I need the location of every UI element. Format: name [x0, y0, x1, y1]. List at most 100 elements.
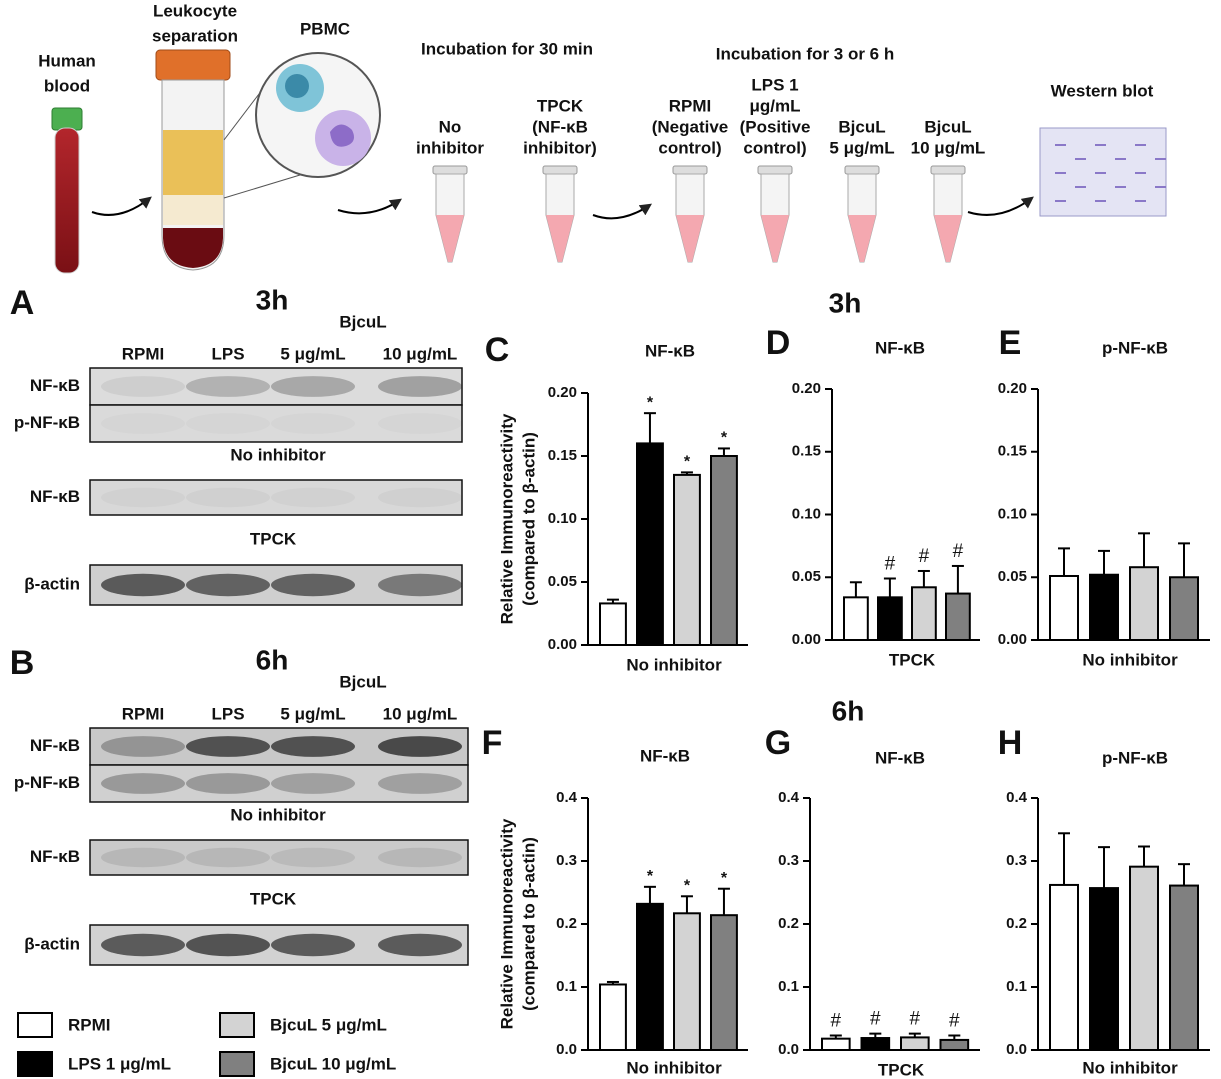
blot-band — [378, 573, 462, 597]
section-label: 3h — [829, 287, 862, 318]
significance-mark: # — [919, 546, 930, 567]
chart-title: p-NF-κB — [1102, 338, 1168, 357]
caption: TPCK — [250, 529, 297, 548]
arrow — [337, 198, 402, 215]
tube-liquid — [436, 215, 464, 262]
row-label: NF-κB — [30, 736, 80, 755]
blot-band — [186, 933, 270, 957]
blot-band — [378, 487, 462, 508]
blot-band — [186, 847, 270, 868]
y-tick-label: 0.00 — [792, 631, 821, 648]
y-axis-label: Relative Immunoreactivity — [497, 818, 516, 1029]
y-tick-label: 0.20 — [998, 380, 1027, 397]
bar — [877, 596, 903, 642]
row-label: NF-κB — [30, 376, 80, 395]
blot-band — [186, 487, 270, 508]
legend-label: BjcuL 5 μg/mL — [270, 1015, 387, 1034]
tube-label: RPMI — [669, 96, 712, 115]
panel-letter: F — [482, 724, 503, 762]
legend-swatch — [219, 1012, 255, 1038]
section-label: 6h — [832, 695, 865, 726]
blot-band — [378, 413, 462, 434]
significance-mark: # — [949, 1011, 960, 1032]
blot-band — [271, 413, 355, 434]
plasma-layer — [163, 130, 223, 195]
schematic-art — [51, 49, 1167, 274]
phase-label: Incubation for 30 min — [421, 39, 593, 58]
significance-mark: * — [684, 877, 691, 894]
blot-box — [89, 404, 463, 443]
blot-band — [271, 487, 355, 508]
y-tick-label: 0.0 — [556, 1041, 577, 1058]
blot-band — [271, 773, 355, 794]
significance-mark: * — [647, 394, 654, 411]
significance-mark: # — [870, 1009, 881, 1030]
blot-band — [186, 376, 270, 397]
caption: No inhibitor — [230, 445, 326, 464]
chart-title: NF-κB — [640, 746, 690, 765]
tube-label: inhibitor) — [523, 138, 597, 157]
bar — [636, 442, 664, 646]
y-tick-label: 0.0 — [778, 1041, 799, 1058]
x-axis-label: No inhibitor — [626, 1058, 722, 1077]
y-tick-label: 0.4 — [1006, 789, 1028, 806]
legend-swatch — [219, 1051, 255, 1077]
tube-label: (Negative — [652, 117, 729, 136]
blot-band — [101, 736, 185, 757]
caption: No inhibitor — [230, 805, 326, 824]
y-tick-label: 0.2 — [778, 915, 799, 932]
blot-band — [271, 376, 355, 397]
bar — [945, 592, 971, 642]
bar — [821, 1037, 851, 1052]
y-axis-label: (compared to β-actin) — [519, 837, 538, 1011]
x-axis-label: No inhibitor — [1082, 1058, 1178, 1077]
tube-label: TPCK — [537, 96, 584, 115]
bar — [673, 912, 701, 1051]
blot-band — [271, 736, 355, 757]
y-tick-label: 0.10 — [792, 505, 821, 522]
blot-band — [271, 933, 355, 957]
bar — [1169, 576, 1199, 641]
group-label: BjcuL — [339, 672, 386, 691]
bar — [1089, 887, 1119, 1052]
tube-cap — [155, 49, 231, 81]
arrow — [967, 196, 1034, 216]
row-label: p-NF-κB — [14, 773, 80, 792]
y-tick-label: 0.05 — [548, 573, 577, 590]
row-label: β-actin — [24, 574, 80, 593]
tube-label: inhibitor — [416, 138, 484, 157]
panel-letter: H — [998, 724, 1023, 762]
tube-liquid — [761, 215, 789, 262]
y-tick-label: 0.05 — [792, 568, 821, 585]
blot-band — [186, 573, 270, 597]
column-label: LPS — [211, 704, 244, 723]
y-tick-label: 0.00 — [998, 631, 1027, 648]
step-label: PBMC — [300, 19, 350, 38]
significance-mark: # — [953, 541, 964, 562]
blot-band — [101, 773, 185, 794]
tube-label: 5 μg/mL — [829, 138, 894, 157]
significance-mark: # — [910, 1009, 921, 1030]
tube-label: 10 μg/mL — [911, 138, 986, 157]
blot-band — [378, 933, 462, 957]
column-label: 5 μg/mL — [280, 344, 345, 363]
y-tick-label: 0.15 — [792, 443, 821, 460]
tube-label: LPS 1 — [751, 75, 798, 94]
bar — [1049, 574, 1079, 641]
column-label: 5 μg/mL — [280, 704, 345, 723]
tube-liquid — [848, 215, 876, 262]
blot-box — [89, 839, 469, 876]
blot-band — [101, 933, 185, 957]
x-axis-label: TPCK — [878, 1060, 925, 1079]
step-label: Human — [38, 51, 96, 70]
bar — [1089, 573, 1119, 641]
monocyte-nucleus — [330, 124, 354, 147]
bar — [1169, 884, 1199, 1051]
blot-band — [271, 847, 355, 868]
y-tick-label: 0.3 — [1006, 852, 1027, 869]
legend-label: RPMI — [68, 1015, 111, 1034]
chart-title: p-NF-κB — [1102, 748, 1168, 767]
y-tick-label: 0.4 — [556, 789, 578, 806]
y-tick-label: 0.00 — [548, 636, 577, 653]
